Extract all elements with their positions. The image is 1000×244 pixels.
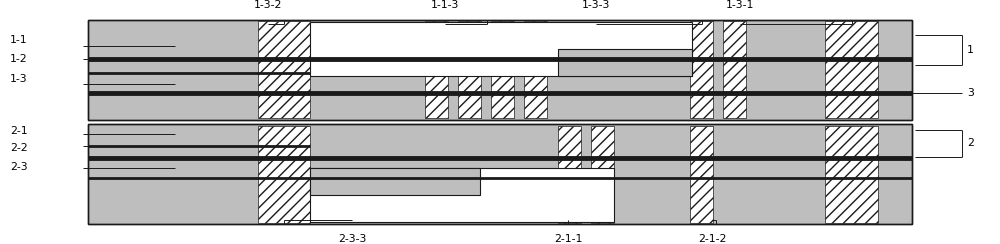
Text: 2-3-3: 2-3-3 [338,234,366,244]
Bar [491,21,514,118]
Bar [690,126,713,223]
Bar [558,126,581,223]
Bar [310,168,480,195]
Text: 2-1: 2-1 [10,126,28,135]
Bar [425,21,448,118]
Bar [88,124,912,224]
Bar [88,20,912,120]
Text: 1-3: 1-3 [10,74,28,83]
Bar [825,21,878,118]
Bar [88,124,912,224]
Text: 1-3-3: 1-3-3 [582,0,610,10]
Text: 2-1-2: 2-1-2 [698,234,726,244]
Bar [558,49,692,76]
Text: 2-3: 2-3 [10,162,28,172]
Text: 2-2: 2-2 [10,143,28,153]
Bar [310,22,692,76]
Bar [310,168,614,222]
Bar [723,21,746,118]
Bar [258,126,310,223]
Bar [591,126,614,223]
Text: 3: 3 [967,88,974,98]
Bar [88,20,912,120]
Text: 1-3-2: 1-3-2 [254,0,282,10]
Text: 1-1: 1-1 [10,35,28,44]
Bar [458,21,481,118]
Bar [524,21,547,118]
Text: 2-1-1: 2-1-1 [554,234,582,244]
Text: 2: 2 [967,139,974,148]
Text: 1: 1 [967,45,974,55]
Text: 1-1-3: 1-1-3 [431,0,459,10]
Bar [690,21,713,118]
Bar [825,126,878,223]
Text: 1-2: 1-2 [10,54,28,63]
Bar [258,21,310,118]
Text: 1-3-1: 1-3-1 [726,0,754,10]
